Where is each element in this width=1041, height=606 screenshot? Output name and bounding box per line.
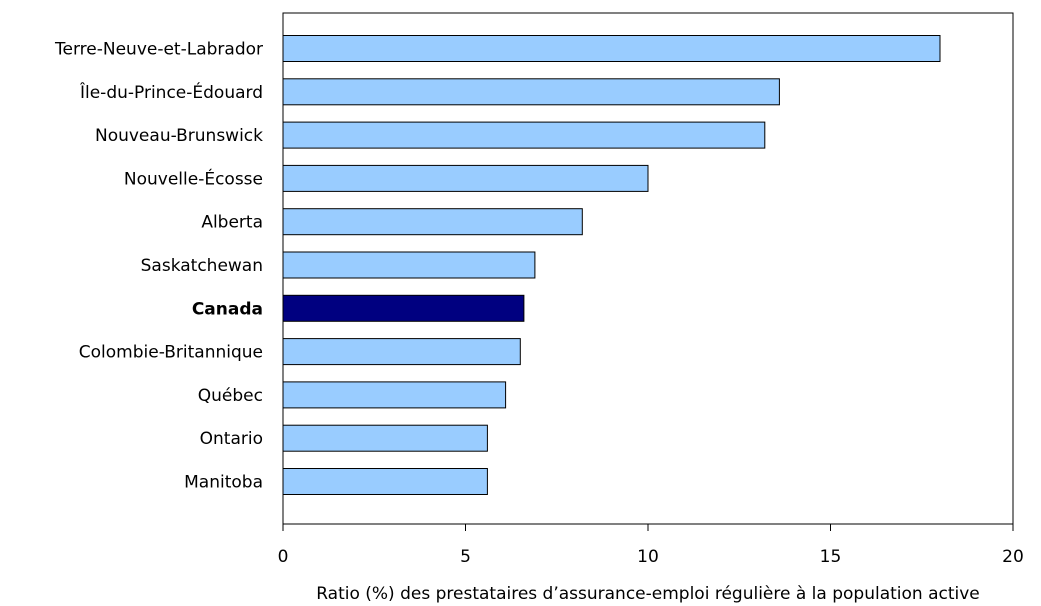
category-label-manitoba: Manitoba bbox=[184, 473, 263, 493]
category-label-ontario: Ontario bbox=[200, 429, 263, 449]
bar-nouvelle-ecosse bbox=[282, 164, 649, 192]
x-tick-label-15: 15 bbox=[820, 547, 842, 567]
bar-terre-neuve-et-labrador bbox=[282, 35, 941, 62]
bar-quebec bbox=[282, 381, 507, 409]
x-tick-label-0: 0 bbox=[278, 547, 289, 567]
bar-alberta bbox=[282, 208, 583, 236]
x-axis-title: Ratio (%) des prestataires d’assurance-e… bbox=[316, 584, 980, 604]
bar-ontario bbox=[282, 424, 488, 452]
bar-manitoba bbox=[282, 468, 488, 495]
bar-saskatchewan bbox=[282, 251, 536, 279]
x-tick-label-5: 5 bbox=[460, 547, 471, 567]
bar-colombie-britannique bbox=[282, 338, 521, 366]
category-label-alberta: Alberta bbox=[201, 213, 263, 233]
x-tick-label-20: 20 bbox=[1002, 547, 1024, 567]
category-label-nouveau-brunswick: Nouveau-Brunswick bbox=[95, 126, 263, 146]
bar-nouveau-brunswick bbox=[282, 121, 766, 149]
bar-ile-du-prince-edouard bbox=[282, 78, 780, 106]
category-label-quebec: Québec bbox=[198, 386, 263, 406]
category-labels: Terre-Neuve-et-Labrador Île-du-Prince-Édo… bbox=[54, 40, 263, 493]
category-label-nouvelle-ecosse: Nouvelle-Écosse bbox=[124, 167, 263, 189]
category-label-ile-du-prince-edouard: Île-du-Prince-Édouard bbox=[79, 81, 263, 103]
x-tick-label-10: 10 bbox=[637, 547, 659, 567]
category-label-saskatchewan: Saskatchewan bbox=[141, 256, 263, 276]
category-label-colombie-britannique: Colombie-Britannique bbox=[79, 343, 263, 363]
x-axis-ticks: 0 5 10 15 20 bbox=[278, 524, 1024, 567]
category-label-terre-neuve-et-labrador: Terre-Neuve-et-Labrador bbox=[54, 40, 263, 60]
bar-canada bbox=[282, 294, 525, 322]
category-label-canada: Canada bbox=[192, 299, 263, 319]
bars-group bbox=[282, 35, 941, 495]
